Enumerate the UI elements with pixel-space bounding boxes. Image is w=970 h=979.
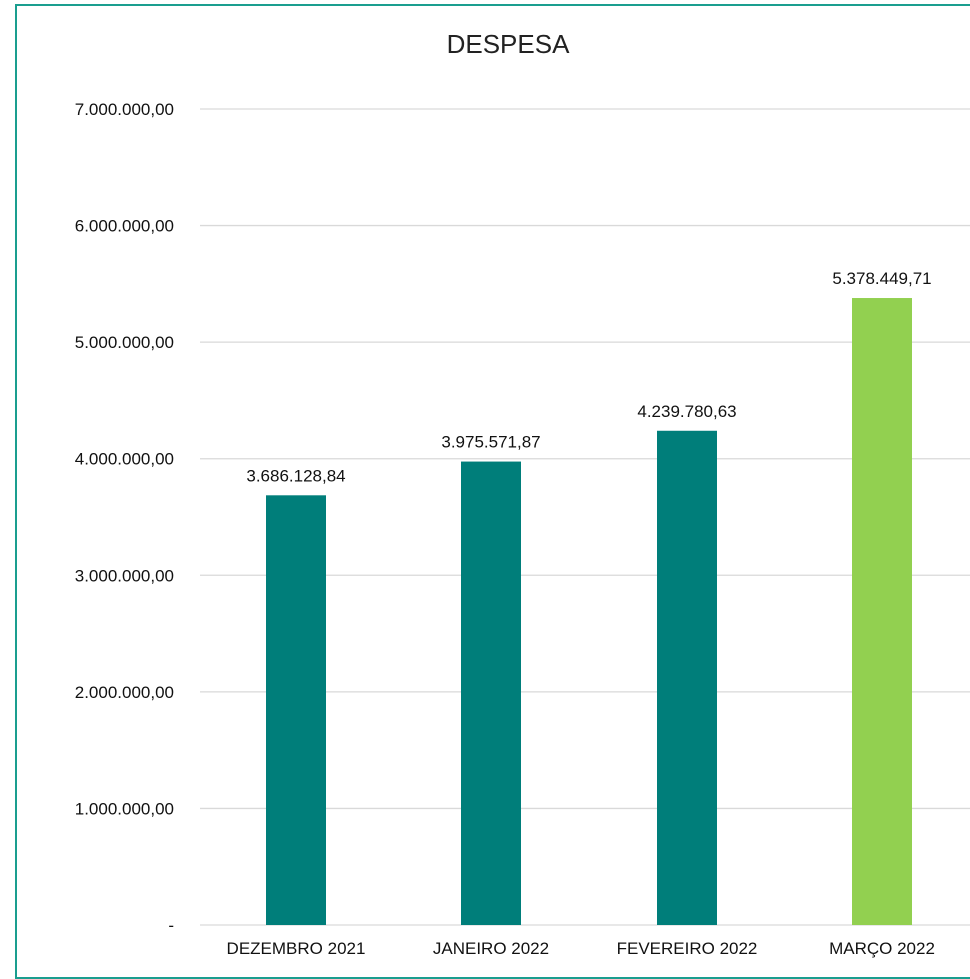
x-category-label: JANEIRO 2022 — [433, 939, 549, 958]
data-label: 5.378.449,71 — [832, 269, 931, 288]
bar — [266, 495, 326, 925]
bars — [266, 298, 912, 925]
data-labels: 3.686.128,84 3.975.571,87 4.239.780,63 5.37… — [246, 269, 931, 485]
y-tick-label: 7.000.000,00 — [75, 100, 174, 119]
data-label: 3.686.128,84 — [246, 466, 345, 485]
x-category-label: FEVEREIRO 2022 — [617, 939, 758, 958]
y-tick-label: 5.000.000,00 — [75, 333, 174, 352]
y-tick-label: 2.000.000,00 — [75, 683, 174, 702]
y-tick-label: 3.000.000,00 — [75, 566, 174, 585]
data-label: 3.975.571,87 — [441, 433, 540, 452]
y-axis-ticks: - 1.000.000,00 2.000.000,00 3.000.000,00 4.0… — [75, 100, 174, 935]
x-category-label: MARÇO 2022 — [829, 939, 935, 958]
y-tick-label: 6.000.000,00 — [75, 217, 174, 236]
data-label: 4.239.780,63 — [637, 402, 736, 421]
x-category-label: DEZEMBRO 2021 — [227, 939, 366, 958]
y-tick-label: 1.000.000,00 — [75, 799, 174, 818]
y-tick-label: 4.000.000,00 — [75, 450, 174, 469]
bar — [657, 430, 717, 925]
bar — [461, 461, 521, 925]
bar — [852, 298, 912, 925]
y-tick-label: - — [168, 916, 174, 935]
x-axis-categories: DEZEMBRO 2021 JANEIRO 2022 FEVEREIRO 2022 M… — [227, 939, 935, 958]
grid-layer — [200, 108, 970, 926]
chart-title: DESPESA — [447, 29, 570, 59]
